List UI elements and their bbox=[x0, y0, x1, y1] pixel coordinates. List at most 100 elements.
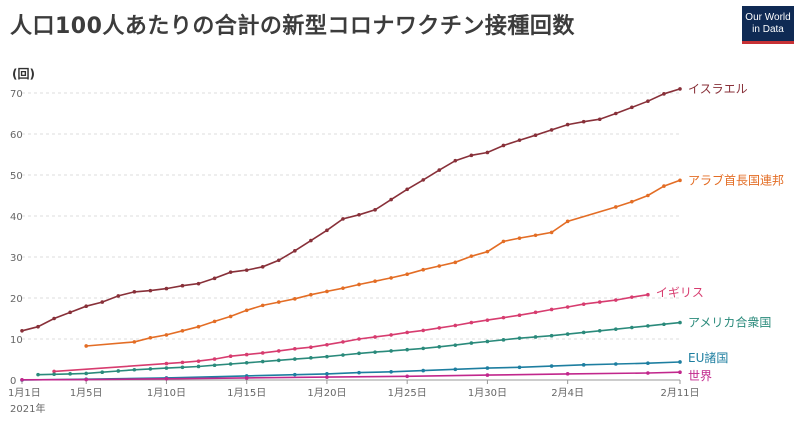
data-point bbox=[164, 361, 169, 366]
logo-line-1: Our World bbox=[745, 11, 791, 23]
data-point bbox=[405, 272, 409, 277]
series-label: イスラエル bbox=[688, 82, 748, 96]
data-point bbox=[373, 335, 377, 339]
data-point bbox=[325, 289, 329, 294]
data-point bbox=[453, 367, 458, 372]
data-point bbox=[373, 279, 377, 283]
data-point bbox=[36, 372, 40, 377]
data-point bbox=[260, 265, 265, 269]
y-tick-label: 0 bbox=[10, 376, 16, 387]
data-point bbox=[421, 328, 426, 333]
data-point bbox=[357, 370, 361, 375]
data-point bbox=[148, 288, 153, 293]
data-point bbox=[164, 333, 169, 337]
data-point bbox=[373, 208, 377, 212]
series-line bbox=[86, 179, 681, 347]
x-tick-label: 2月4日 bbox=[551, 387, 584, 399]
data-point bbox=[501, 143, 506, 148]
data-point bbox=[389, 349, 393, 353]
data-point bbox=[132, 290, 137, 294]
data-point bbox=[180, 360, 185, 365]
data-point bbox=[100, 370, 105, 375]
data-point bbox=[244, 352, 249, 357]
data-point bbox=[228, 362, 233, 366]
data-point bbox=[517, 138, 522, 142]
data-point bbox=[212, 363, 217, 368]
x-tick-label: 1月25日 bbox=[388, 387, 427, 399]
data-point bbox=[357, 337, 361, 341]
data-point bbox=[132, 367, 137, 372]
series-3: アメリカ合衆国 bbox=[36, 315, 771, 377]
data-point bbox=[662, 322, 666, 327]
grid-lines bbox=[22, 92, 680, 381]
data-point bbox=[630, 295, 634, 299]
data-point bbox=[389, 333, 393, 337]
data-point bbox=[485, 318, 490, 322]
series-5: 世界 bbox=[20, 369, 712, 383]
data-point bbox=[84, 377, 88, 382]
data-point bbox=[52, 372, 56, 377]
data-point bbox=[309, 292, 313, 297]
data-point bbox=[228, 270, 233, 274]
data-point bbox=[533, 335, 538, 339]
x-tick-label: 2月11日 bbox=[660, 387, 699, 399]
data-point bbox=[357, 282, 361, 287]
data-point bbox=[437, 344, 442, 349]
data-point bbox=[212, 357, 217, 361]
data-point bbox=[678, 320, 682, 325]
data-point bbox=[20, 329, 24, 333]
data-point bbox=[614, 205, 618, 209]
data-point bbox=[678, 87, 682, 91]
data-point bbox=[84, 371, 88, 376]
data-point bbox=[309, 238, 313, 243]
data-point bbox=[501, 338, 506, 342]
data-point bbox=[341, 217, 345, 221]
data-point bbox=[196, 364, 201, 369]
data-point bbox=[180, 329, 185, 333]
data-point bbox=[453, 260, 458, 265]
y-axis-label: (回) bbox=[12, 67, 35, 81]
data-point bbox=[389, 197, 393, 202]
data-point bbox=[116, 294, 121, 298]
data-point bbox=[678, 370, 682, 375]
data-point bbox=[565, 332, 570, 336]
data-point bbox=[68, 310, 72, 315]
series-label: EU諸国 bbox=[688, 350, 728, 365]
data-point bbox=[597, 117, 602, 122]
data-point bbox=[309, 345, 313, 350]
data-point bbox=[646, 193, 650, 198]
data-point bbox=[325, 354, 329, 359]
data-point bbox=[421, 178, 426, 182]
data-point bbox=[469, 341, 474, 345]
y-tick-label: 40 bbox=[10, 212, 23, 223]
data-point bbox=[662, 92, 666, 96]
data-point bbox=[276, 358, 281, 363]
x-tick-label: 1月30日 bbox=[468, 387, 507, 399]
data-point bbox=[293, 297, 297, 301]
data-point bbox=[276, 258, 281, 263]
data-point bbox=[52, 369, 56, 374]
data-point bbox=[437, 326, 442, 330]
data-point bbox=[244, 308, 249, 313]
data-point bbox=[293, 357, 297, 361]
data-point bbox=[646, 292, 650, 297]
series-line bbox=[37, 321, 681, 376]
y-tick-label: 30 bbox=[10, 253, 23, 264]
data-point bbox=[164, 286, 169, 291]
data-point bbox=[581, 363, 586, 367]
data-point bbox=[325, 372, 329, 376]
data-point bbox=[565, 305, 570, 309]
chart-title: 人口100人あたりの合計の新型コロナワクチン接種回数 bbox=[10, 14, 575, 39]
data-point bbox=[148, 367, 153, 371]
data-point bbox=[517, 313, 522, 318]
data-point bbox=[485, 249, 490, 254]
data-point bbox=[84, 344, 88, 348]
data-point bbox=[517, 365, 522, 370]
data-point bbox=[630, 199, 634, 204]
data-point bbox=[517, 236, 522, 240]
y-tick-label: 60 bbox=[10, 130, 23, 141]
series-line bbox=[21, 88, 681, 332]
data-point bbox=[581, 330, 586, 335]
data-point bbox=[180, 283, 185, 288]
